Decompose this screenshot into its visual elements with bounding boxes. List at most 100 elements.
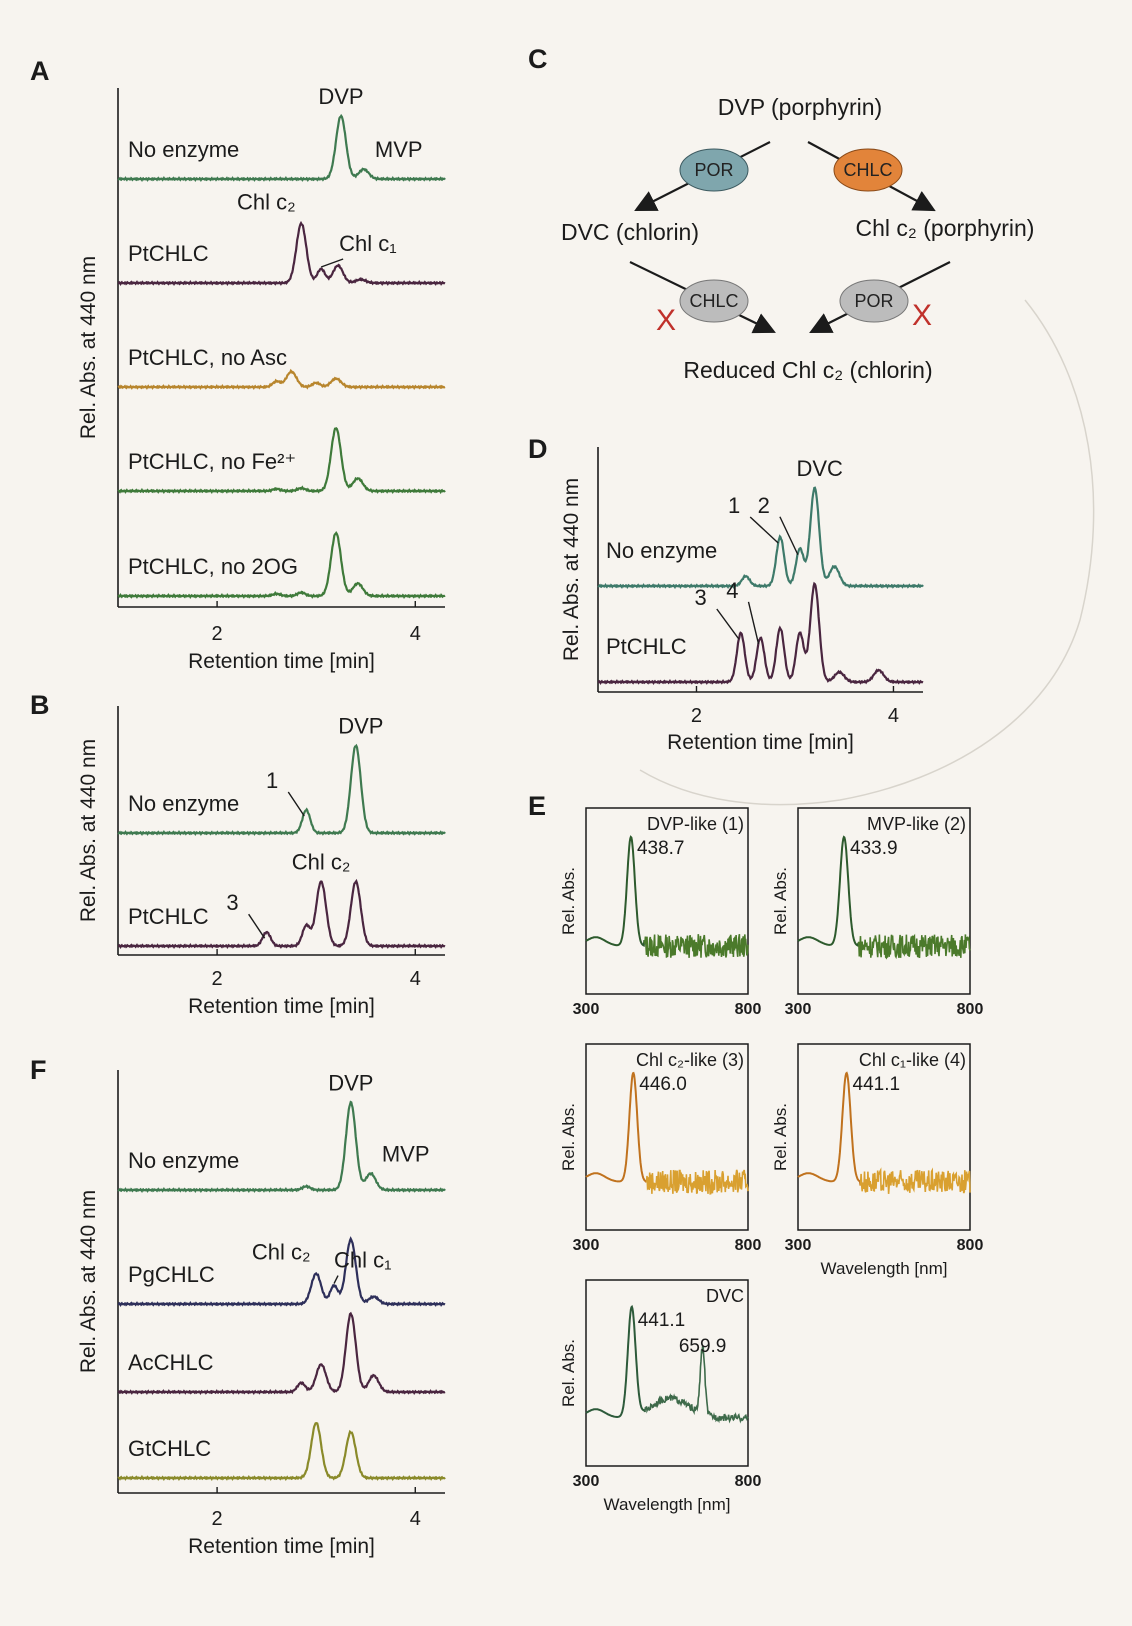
trace-line xyxy=(117,426,446,495)
spectrum-frame xyxy=(585,1043,749,1231)
panel-d: D 2 4 Retention time [min] Rel. Abs. at 440 … xyxy=(528,434,924,754)
peak-pointer xyxy=(287,791,305,817)
peak-annotation-chl-c: Chl c₁ xyxy=(339,231,397,256)
x-tick-label: 300 xyxy=(573,1001,600,1018)
enzyme-por-blocked: POR X xyxy=(839,279,932,332)
x-tick-label: 2 xyxy=(691,705,702,727)
spectrum-mvp-like-2: MVP-like (2) 433.9 300 800 Rel. Abs. xyxy=(771,807,984,1018)
peak-number-3: 3 xyxy=(226,890,238,915)
trace-ptchlc: PtCHLC 3 Chl c₂ xyxy=(117,850,446,950)
x-tick-label: 4 xyxy=(410,623,421,645)
y-axis-label: Rel. Abs. xyxy=(559,1103,578,1171)
spectrum-line xyxy=(585,1071,648,1183)
y-axis-label: Rel. Abs. xyxy=(771,867,790,935)
trace-acchlc: AcCHLC xyxy=(117,1311,446,1396)
spectrum-line xyxy=(797,1071,862,1186)
y-axis-label: Rel. Abs. xyxy=(559,1339,578,1407)
trace-label: PtCHLC, no 2OG xyxy=(128,554,298,579)
trace-line xyxy=(117,220,446,287)
x-tick-label: 800 xyxy=(957,1237,984,1254)
x-tick-label: 300 xyxy=(573,1237,600,1254)
x-tick-label: 800 xyxy=(957,1001,984,1018)
x-tick-label: 300 xyxy=(573,1473,600,1490)
chlc-gray-ellipse xyxy=(679,279,749,323)
peak-wavelength-label: 433.9 xyxy=(850,838,898,859)
peak-pointer xyxy=(747,601,760,645)
trace-line xyxy=(117,878,446,950)
spectrum-noise-line xyxy=(857,933,971,960)
peak-annotation-chl-c: Chl c₂ xyxy=(292,850,351,875)
spectrum-chl-c-like-3: Chl c₂-like (3) 446.0 300 800 Rel. Abs. xyxy=(559,1043,761,1254)
peak-wavelength-label: 438.7 xyxy=(637,838,685,859)
x-tick-label: 300 xyxy=(785,1001,812,1018)
trace-label: No enzyme xyxy=(128,1148,239,1173)
spectrum-frame xyxy=(797,807,971,995)
trace-no-enzyme: No enzyme 1 2 DVC xyxy=(597,456,924,590)
spectrum-line xyxy=(585,1304,646,1418)
trace-ptchlc-no-asc: PtCHLC, no Asc xyxy=(117,345,446,391)
trace-label: GtCHLC xyxy=(128,1436,211,1461)
panel-label-b: B xyxy=(30,690,50,720)
x-tick-label: 4 xyxy=(410,968,421,990)
peak-pointer xyxy=(333,1275,339,1284)
peak-pointer xyxy=(248,913,266,939)
x-axis-label: Retention time [min] xyxy=(188,995,375,1018)
spectrum-line xyxy=(585,835,646,948)
trace-label: PtCHLC, no Fe²⁺ xyxy=(128,449,296,474)
por-gray-ellipse xyxy=(839,279,909,323)
trace-line xyxy=(117,1100,446,1194)
peak-annotation-dvp: DVP xyxy=(338,714,383,739)
x-tick-label: 2 xyxy=(212,623,223,645)
trace-line xyxy=(597,581,924,686)
trace-line xyxy=(117,1421,446,1482)
y-axis-label: Rel. Abs. at 440 nm xyxy=(77,256,100,439)
trace-gtchlc: GtCHLC xyxy=(117,1421,446,1482)
panel-f: F 2 4 Retention time [min] Rel. Abs. at 440 … xyxy=(30,1055,446,1558)
peak-annotation-mvp: MVP xyxy=(382,1141,430,1166)
panel-label-e: E xyxy=(528,791,546,821)
peak-annotation-chl-c: Chl c₂ xyxy=(237,190,296,215)
enzyme-chlc-active: CHLC xyxy=(833,148,903,192)
spectrum-noise-line xyxy=(643,933,749,958)
spectrum-title: DVP-like (1) xyxy=(647,814,744,834)
spectrum-title: Chl c₂-like (3) xyxy=(636,1050,744,1070)
trace-label: No enzyme xyxy=(128,791,239,816)
stray-pencil-curve xyxy=(639,299,1095,806)
peak-pointer xyxy=(779,516,799,556)
peak-pointer xyxy=(749,516,779,544)
blocked-x-mark-right: X xyxy=(912,299,932,332)
spectrum-noise-line xyxy=(859,1167,971,1194)
trace-ptchlc: PtCHLC 3 4 xyxy=(597,578,924,686)
blocked-x-mark-left: X xyxy=(656,304,676,337)
spectrum-title: MVP-like (2) xyxy=(867,814,966,834)
por-label: POR xyxy=(694,160,733,180)
trace-label: No enzyme xyxy=(128,137,239,162)
chlc-ellipse xyxy=(833,148,903,192)
chlc-gray-label: CHLC xyxy=(689,291,738,311)
trace-ptchlc: PtCHLC Chl c₂ Chl c₁ xyxy=(117,190,446,287)
peak-annotation-chl-c: Chl c₁ xyxy=(334,1248,392,1273)
peak-annotation-dvp: DVP xyxy=(328,1071,373,1096)
x-tick-label: 4 xyxy=(410,1508,421,1530)
panel-label-f: F xyxy=(30,1055,47,1085)
spectrum-frame xyxy=(797,1043,971,1231)
trace-line xyxy=(117,113,446,183)
trace-label: PtCHLC xyxy=(128,904,209,929)
panel-label-d: D xyxy=(528,434,548,464)
x-axis-label: Wavelength [nm] xyxy=(821,1259,948,1278)
x-tick-label: 2 xyxy=(212,968,223,990)
spectrum-noise-line xyxy=(645,1169,749,1195)
por-ellipse xyxy=(679,148,749,192)
trace-label: PtCHLC xyxy=(606,634,687,659)
trace-ptchlc-no-2og: PtCHLC, no 2OG xyxy=(117,531,446,600)
panel-label-a: A xyxy=(30,56,50,86)
peak-wavelength-label: 441.1 xyxy=(638,1310,686,1331)
peak-number-2: 2 xyxy=(758,493,770,518)
trace-line xyxy=(597,486,924,590)
trace-no-enzyme: No enzyme 1 DVP xyxy=(117,714,446,837)
spectrum-dvc: DVC 441.1 659.9 300 800 Rel. Abs. Wavelength [… xyxy=(559,1279,761,1514)
enzyme-chlc-blocked: CHLC X xyxy=(656,279,749,337)
x-axis-label: Wavelength [nm] xyxy=(604,1495,731,1514)
